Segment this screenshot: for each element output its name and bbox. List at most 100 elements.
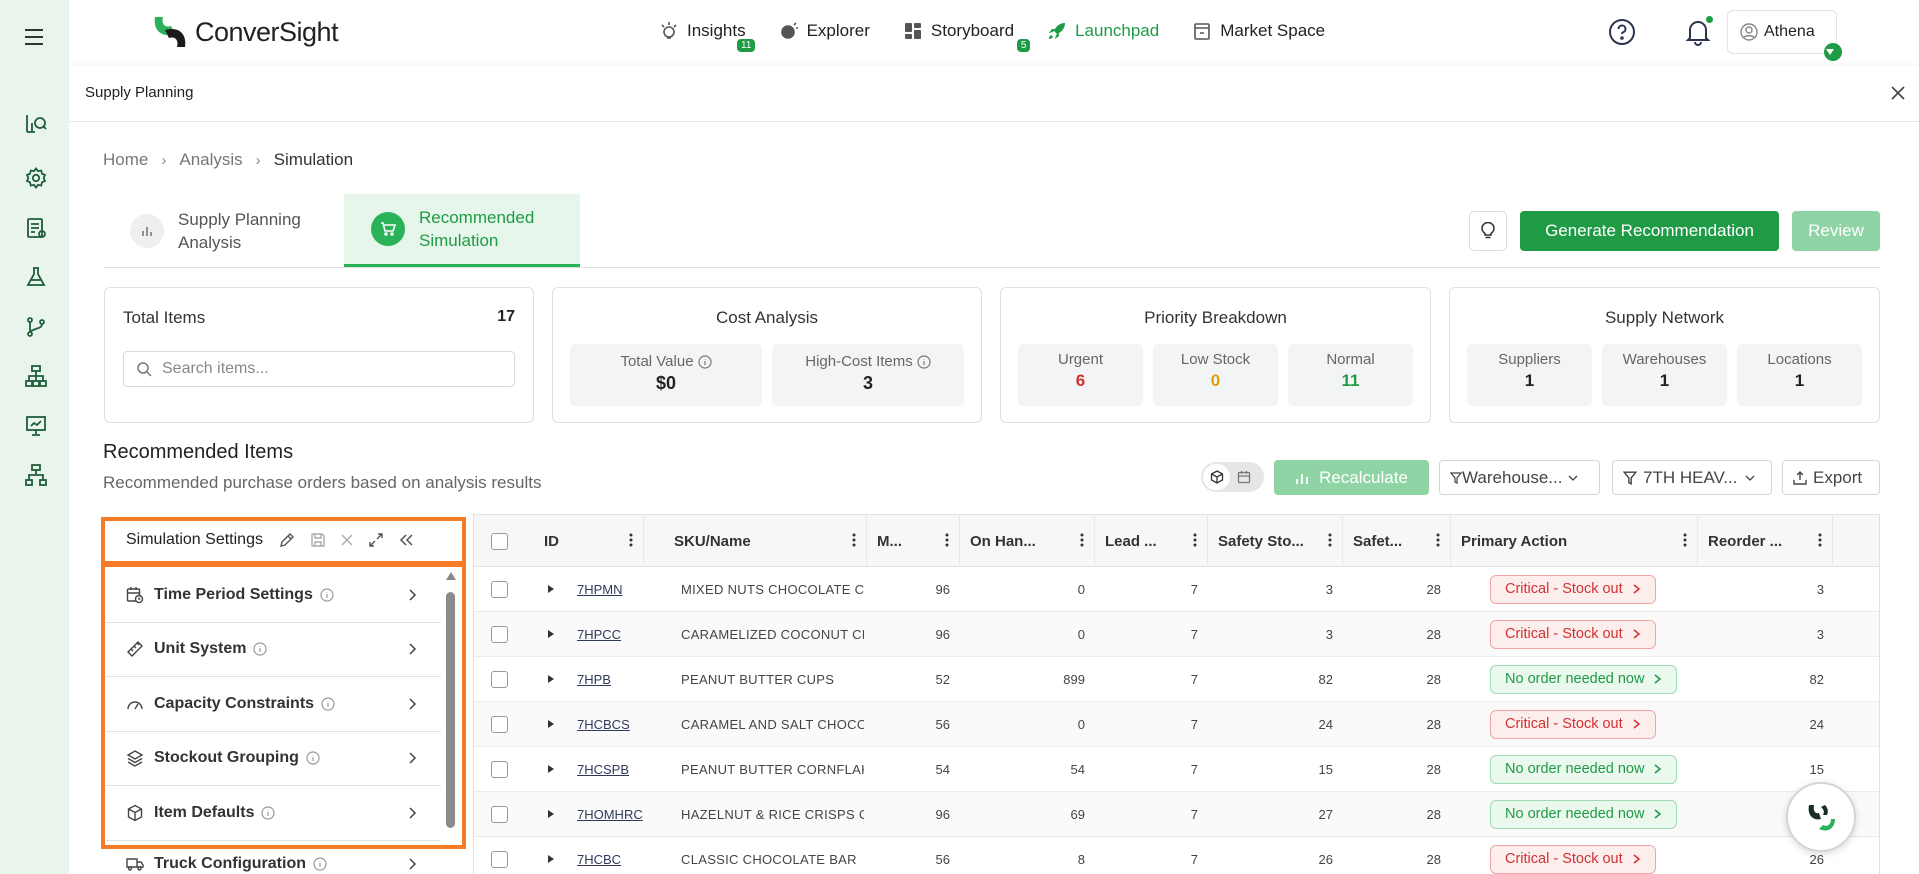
table-row[interactable]: 7HPMN MIXED NUTS CHOCOLATE CU 96 0 7 3 28 Criti… xyxy=(474,567,1879,612)
info-icon[interactable] xyxy=(320,588,334,602)
info-icon[interactable] xyxy=(697,354,712,369)
table-row[interactable]: 7HCBCS CARAMEL AND SALT CHOCO 56 0 7 24 28 Crit… xyxy=(474,702,1879,747)
item-defaults-item[interactable]: Item Defaults xyxy=(106,786,441,841)
more-vertical-icon[interactable] xyxy=(1818,533,1822,547)
scrollbar-thumb[interactable] xyxy=(446,592,455,828)
row-checkbox[interactable] xyxy=(490,805,508,823)
row-checkbox[interactable] xyxy=(490,670,508,688)
column-header-on-hand[interactable]: On Han... xyxy=(960,515,1095,567)
tab-supply-planning-analysis[interactable]: Supply Planning Analysis xyxy=(103,194,344,267)
nav-storyboard[interactable]: Storyboard 5 xyxy=(903,21,1031,52)
table-row[interactable]: 7HPCC CARAMELIZED COCONUT CH 96 0 7 3 28 Critic… xyxy=(474,612,1879,657)
row-id[interactable]: 7HPB xyxy=(577,657,657,701)
scroll-up-arrow-icon[interactable] xyxy=(444,570,458,582)
close-icon[interactable] xyxy=(1891,86,1905,100)
more-vertical-icon[interactable] xyxy=(1683,533,1687,547)
row-expand-caret-icon[interactable] xyxy=(548,792,562,836)
review-button[interactable]: Review xyxy=(1792,211,1880,251)
calendar-icon[interactable] xyxy=(1230,464,1257,490)
row-id[interactable]: 7HOMHRC xyxy=(577,792,657,836)
edit-pencil-icon[interactable] xyxy=(279,532,295,548)
tab-recommended-simulation[interactable]: Recommended Simulation xyxy=(344,194,580,267)
more-vertical-icon[interactable] xyxy=(1436,533,1440,547)
column-header-sku[interactable]: SKU/Name xyxy=(664,515,867,567)
row-checkbox[interactable] xyxy=(490,715,508,733)
report-icon[interactable] xyxy=(24,216,48,240)
row-id[interactable]: 7HPMN xyxy=(577,567,657,611)
table-row[interactable]: 7HCBC CLASSIC CHOCOLATE BAR 56 8 7 26 28 Critic… xyxy=(474,837,1879,874)
item-id-link[interactable]: 7HOMHRC xyxy=(577,806,643,822)
row-expand-caret-icon[interactable] xyxy=(548,657,562,701)
info-icon[interactable] xyxy=(917,354,931,369)
row-expand-caret-icon[interactable] xyxy=(548,702,562,746)
row-checkbox[interactable] xyxy=(490,580,508,598)
item-id-link[interactable]: 7HPB xyxy=(577,671,611,687)
menu-icon[interactable] xyxy=(24,27,44,47)
critical-stock-out-badge[interactable]: Critical - Stock out xyxy=(1490,844,1656,874)
row-expand-caret-icon[interactable] xyxy=(548,567,562,611)
row-id[interactable]: 7HCSPB xyxy=(577,747,657,791)
more-vertical-icon[interactable] xyxy=(1193,533,1197,547)
nav-launchpad[interactable]: Launchpad xyxy=(1047,21,1159,41)
export-button[interactable]: Export xyxy=(1782,460,1880,495)
no-order-needed-badge[interactable]: No order needed now xyxy=(1490,799,1678,829)
item-id-link[interactable]: 7HPCC xyxy=(577,626,622,642)
breadcrumb-analysis[interactable]: Analysis xyxy=(179,150,243,169)
hierarchy-icon[interactable] xyxy=(24,364,48,388)
settings-scrollbar[interactable] xyxy=(444,570,458,832)
more-vertical-icon[interactable] xyxy=(1080,533,1084,547)
info-icon[interactable] xyxy=(261,806,276,820)
column-header-id[interactable]: ID xyxy=(534,515,644,567)
capacity-constraints-item[interactable]: Capacity Constraints xyxy=(106,677,441,732)
row-checkbox[interactable] xyxy=(490,625,508,643)
recalculate-button[interactable]: Recalculate xyxy=(1274,460,1429,495)
info-icon[interactable] xyxy=(313,857,327,871)
analytics-icon[interactable] xyxy=(24,111,48,135)
chat-assistant-button[interactable] xyxy=(1786,782,1856,852)
info-icon[interactable] xyxy=(253,642,268,656)
info-icon[interactable] xyxy=(306,751,320,765)
nav-market-space[interactable]: Market Space xyxy=(1192,21,1325,41)
column-header-primary-action[interactable]: Primary Action xyxy=(1451,515,1698,567)
user-menu[interactable]: Athena xyxy=(1727,10,1842,61)
row-checkbox[interactable] xyxy=(490,850,508,868)
settings-gear-icon[interactable] xyxy=(24,166,48,190)
no-order-needed-badge[interactable]: No order needed now xyxy=(1490,664,1678,694)
column-header-reorder[interactable]: Reorder ... xyxy=(1698,515,1833,567)
row-id[interactable]: 7HPCC xyxy=(577,612,657,656)
search-input[interactable]: Search items... xyxy=(123,351,515,387)
branch-icon[interactable] xyxy=(24,315,48,339)
row-expand-caret-icon[interactable] xyxy=(548,837,562,874)
table-row[interactable]: 7HCSPB PEANUT BUTTER CORNFLAK 54 54 7 15 28 No … xyxy=(474,747,1879,792)
close-icon[interactable] xyxy=(341,534,353,546)
critical-stock-out-badge[interactable]: Critical - Stock out xyxy=(1490,619,1656,649)
lightbulb-icon[interactable] xyxy=(1469,211,1507,251)
save-icon[interactable] xyxy=(310,532,326,548)
seventh-heaven-filter[interactable]: 7TH HEAV... xyxy=(1612,460,1772,495)
org-chart-icon[interactable] xyxy=(24,463,48,487)
help-icon[interactable] xyxy=(1608,18,1636,46)
no-order-needed-badge[interactable]: No order needed now xyxy=(1490,754,1678,784)
table-row[interactable]: 7HOMHRC HAZELNUT & RICE CRISPS CI 96 69 7 27 2… xyxy=(474,792,1879,837)
column-header-safety-stock[interactable]: Safety Sto... xyxy=(1208,515,1343,567)
critical-stock-out-badge[interactable]: Critical - Stock out xyxy=(1490,709,1656,739)
expand-icon[interactable] xyxy=(368,532,384,548)
cube-icon[interactable] xyxy=(1203,464,1230,490)
collapse-left-icon[interactable] xyxy=(399,534,413,546)
more-vertical-icon[interactable] xyxy=(1328,533,1332,547)
presentation-icon[interactable] xyxy=(24,414,48,438)
warehouse-filter[interactable]: Warehouse... xyxy=(1439,460,1600,495)
column-header-lead[interactable]: Lead ... xyxy=(1095,515,1208,567)
row-expand-caret-icon[interactable] xyxy=(548,747,562,791)
row-id[interactable]: 7HCBC xyxy=(577,837,657,874)
breadcrumb-home[interactable]: Home xyxy=(103,150,149,169)
flask-icon[interactable] xyxy=(24,265,48,289)
more-vertical-icon[interactable] xyxy=(852,533,856,547)
time-period-settings-item[interactable]: Time Period Settings xyxy=(106,568,441,623)
item-id-link[interactable]: 7HPMN xyxy=(577,581,623,597)
more-vertical-icon[interactable] xyxy=(945,533,949,547)
item-id-link[interactable]: 7HCBCS xyxy=(577,716,630,732)
truck-configuration-item[interactable]: Truck Configuration xyxy=(106,849,441,874)
brand-logo[interactable]: ConverSight xyxy=(151,14,339,50)
unit-system-item[interactable]: Unit System xyxy=(106,622,441,677)
